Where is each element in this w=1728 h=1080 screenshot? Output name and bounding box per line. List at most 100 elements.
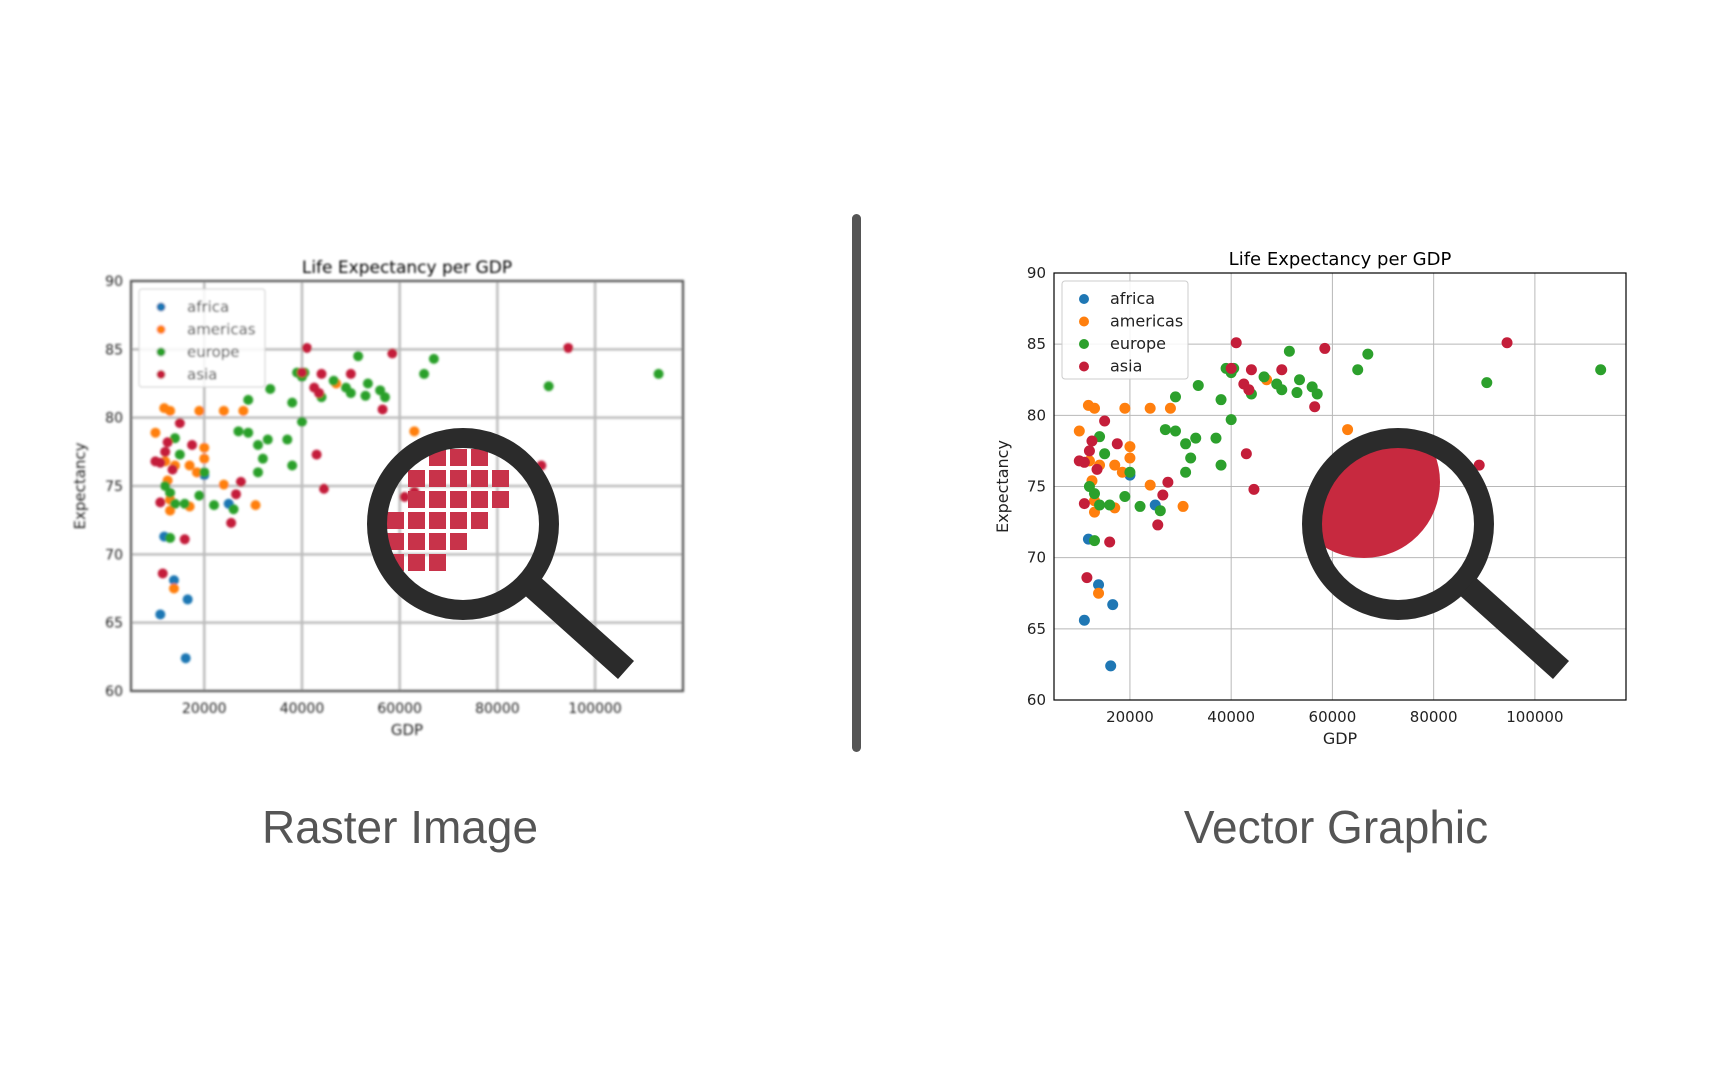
pixel-square (471, 449, 488, 466)
data-point-americas (1177, 500, 1189, 512)
data-point-europe (1134, 500, 1146, 512)
data-point-europe (179, 498, 190, 509)
data-point-europe (1169, 425, 1181, 437)
data-point-asia (311, 449, 322, 460)
data-point-africa (168, 575, 179, 586)
data-point-europe (1276, 384, 1288, 396)
legend-label-americas: americas (1110, 312, 1183, 331)
magnifying-glass-icon (367, 428, 635, 679)
data-point-asia (226, 517, 237, 528)
data-point-asia (157, 568, 168, 579)
data-point-asia (377, 404, 388, 415)
data-point-americas (199, 453, 210, 464)
vector-scatter-chart: 20000 40000 60000 80000 100000 60 65 70 75 80 85 90… (993, 249, 1627, 748)
legend-label-africa: africa (1110, 289, 1155, 308)
data-point-africa (1078, 614, 1090, 626)
legend-box (138, 288, 266, 388)
data-point-europe (1180, 438, 1192, 450)
data-point-asia (1104, 536, 1116, 548)
data-point-asia (318, 483, 329, 494)
x-tick-label: 100000 (568, 701, 621, 717)
data-point-europe (1190, 432, 1202, 444)
data-point-africa (180, 653, 191, 664)
magnifier-lens (367, 428, 559, 620)
magnifier-handle (525, 577, 635, 679)
raster-plot: 20000 40000 60000 80000 100000 60 65 70 75 80 85 90… (71, 258, 685, 739)
x-tick-label: 80000 (1410, 708, 1458, 726)
magnifier-handle (1460, 577, 1570, 679)
data-point-asia (301, 342, 312, 353)
pixel-square (492, 491, 509, 508)
pixel-square (471, 512, 488, 529)
data-point-asia (231, 489, 242, 500)
data-point-asia (1078, 498, 1090, 510)
data-point-europe (165, 532, 176, 543)
data-point-europe (209, 500, 220, 511)
pixel-square (387, 512, 404, 529)
x-tick-label: 80000 (475, 701, 520, 717)
data-point-asia (1245, 364, 1257, 376)
data-point-africa (155, 609, 166, 620)
data-point-asia (1240, 448, 1252, 460)
data-point-europe (1094, 499, 1106, 511)
data-point-europe (174, 449, 185, 460)
data-point-americas (165, 405, 176, 416)
raster-scatter-chart: 20000 40000 60000 80000 100000 60 65 70 75 80 85 90… (71, 258, 685, 739)
y-tick-label: 75 (1027, 478, 1046, 496)
pixel-square (408, 512, 425, 529)
data-point-americas (1144, 479, 1156, 491)
y-tick-label: 60 (105, 684, 123, 700)
data-point-asia (1157, 489, 1169, 501)
data-point-americas (218, 405, 229, 416)
legend-marker-europe (1079, 339, 1089, 349)
data-point-asia (179, 534, 190, 545)
pixel-square (429, 554, 446, 571)
data-point-europe (169, 498, 180, 509)
data-point-europe (1481, 377, 1493, 389)
data-point-europe (1185, 452, 1197, 464)
data-point-europe (1192, 379, 1204, 391)
data-point-americas (238, 405, 249, 416)
data-point-africa (1107, 599, 1119, 611)
data-point-europe (543, 381, 554, 392)
y-tick-label: 70 (1027, 549, 1046, 567)
x-tick-label: 20000 (182, 701, 227, 717)
data-point-europe (265, 383, 276, 394)
data-point-asia (563, 342, 574, 353)
data-point-americas (1093, 587, 1105, 599)
data-point-europe (287, 397, 298, 408)
data-point-americas (168, 583, 179, 594)
legend-marker-africa (156, 302, 166, 312)
data-point-americas (1109, 459, 1121, 471)
data-point-asia (399, 491, 410, 502)
data-point-americas (1164, 402, 1176, 414)
data-point-africa (182, 594, 193, 605)
data-point-asia (235, 476, 246, 487)
pixel-square (471, 491, 488, 508)
data-point-europe (257, 453, 268, 464)
pixel-square (429, 470, 446, 487)
data-point-asia (316, 368, 327, 379)
data-point-europe (419, 368, 430, 379)
legend-label-americas: americas (187, 321, 256, 339)
data-point-europe (328, 375, 339, 386)
data-point-americas (1124, 441, 1136, 453)
chart-title: Life Expectancy per GDP (302, 258, 512, 278)
data-point-europe (360, 390, 371, 401)
pixel-square (450, 470, 467, 487)
y-tick-label: 70 (105, 547, 123, 563)
data-point-asia (1248, 483, 1260, 495)
legend-label-asia: asia (187, 366, 217, 384)
legend-label-asia: asia (1110, 357, 1142, 376)
data-point-europe (169, 433, 180, 444)
data-point-europe (253, 440, 264, 450)
pixel-square (408, 470, 425, 487)
data-point-europe (233, 426, 244, 437)
data-point-asia (187, 440, 198, 450)
data-point-asia (1276, 364, 1288, 376)
data-point-europe (380, 392, 391, 403)
data-point-asia (1243, 384, 1255, 396)
x-tick-label: 40000 (1207, 708, 1255, 726)
data-point-americas (150, 427, 161, 438)
